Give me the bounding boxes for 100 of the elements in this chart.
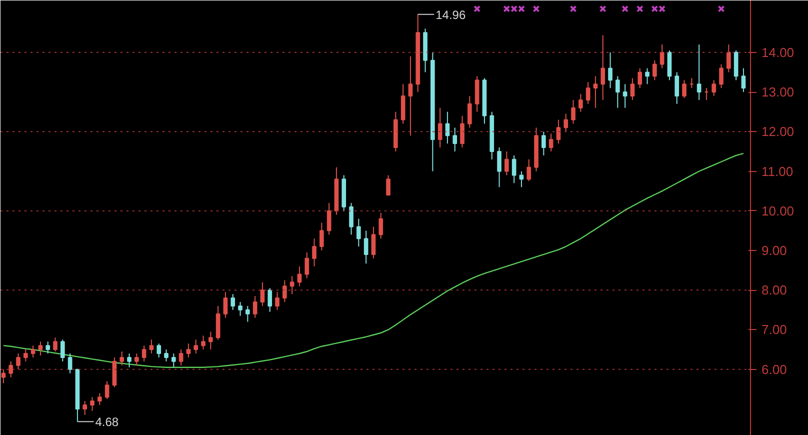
- candlestick: [474, 76, 480, 112]
- line-series: [2, 152, 744, 368]
- candlestick: [542, 131, 546, 156]
- candlestick: [208, 331, 213, 350]
- candlestick: [564, 113, 568, 132]
- candlestick: [608, 52, 612, 89]
- candlestick: [512, 154, 516, 184]
- candlestick: [408, 56, 413, 136]
- y-tick-label: 14.00: [762, 44, 794, 60]
- candlestick: [282, 280, 287, 302]
- candlestick: [268, 288, 272, 312]
- candlestick: [600, 34, 606, 100]
- candlestick: [164, 349, 168, 362]
- candlestick: [46, 341, 50, 354]
- candlestick: [638, 68, 642, 89]
- y-tick-label: 9.00: [762, 242, 787, 258]
- candlestick: [297, 266, 302, 287]
- candlestick: [660, 44, 664, 69]
- candlestick: [1, 368, 6, 384]
- y-tick-label: 7.00: [762, 322, 787, 338]
- candlestick: [120, 351, 124, 366]
- candlestick: [667, 50, 672, 81]
- candlestick: [60, 339, 65, 362]
- candlestick: [586, 82, 590, 104]
- candlestick: [371, 226, 376, 259]
- candlestick: [171, 352, 176, 368]
- candlestick: [674, 72, 680, 104]
- candlestick: [112, 356, 117, 388]
- candlestick: [630, 78, 635, 100]
- candlestick: [400, 84, 406, 124]
- candlestick: [593, 76, 598, 108]
- candlestick: [719, 64, 724, 89]
- candlestick: [497, 146, 502, 188]
- candlestick: [320, 222, 324, 251]
- candlestick: [452, 127, 458, 152]
- candlestick: [134, 352, 139, 366]
- candlestick: [142, 345, 146, 362]
- candlestick: [504, 150, 509, 176]
- y-tick-label: 12.00: [762, 124, 794, 140]
- candlestick: [556, 119, 561, 144]
- candlestick: [252, 296, 258, 318]
- candlestick: [238, 301, 242, 316]
- candlestick: [349, 202, 354, 236]
- candlestick: [445, 111, 450, 144]
- candlestick: [82, 400, 88, 416]
- candlestick: [548, 133, 554, 152]
- candlestick: [23, 349, 28, 362]
- candlestick: [53, 337, 58, 352]
- candlestick: [16, 352, 20, 370]
- candlestick: [734, 50, 738, 81]
- candlestick: [246, 305, 250, 322]
- candlestick: [312, 238, 316, 267]
- candlestick: [468, 95, 472, 128]
- y-tick-label: 6.00: [762, 362, 787, 377]
- candlestick: [726, 44, 731, 73]
- annotation: 4.68: [95, 415, 119, 430]
- candlestick: [460, 115, 464, 148]
- candlestick: [386, 174, 390, 196]
- candlestick: [230, 294, 236, 310]
- candlestick: [104, 380, 110, 400]
- candlestick: [652, 60, 657, 81]
- candlestick: [97, 392, 102, 406]
- candlestick: [90, 396, 94, 412]
- candlestick: [616, 76, 620, 108]
- y-tick-label: 11.00: [762, 164, 794, 179]
- candlestick: [127, 352, 132, 368]
- candlestick: [645, 68, 650, 85]
- candlestick: [68, 352, 72, 374]
- candlestick: [356, 218, 361, 248]
- y-tick-label: 8.00: [762, 282, 787, 298]
- candlestick: [364, 230, 368, 264]
- candlestick: [186, 343, 191, 358]
- candlestick: [571, 99, 576, 124]
- candlestick: [326, 202, 332, 236]
- candlestick: [741, 68, 746, 93]
- candlestick: [682, 80, 686, 98]
- candlestick: [223, 292, 228, 318]
- y-tick-label: 13.00: [762, 84, 794, 100]
- candlestick: [260, 282, 265, 306]
- candlestick: [622, 84, 628, 108]
- candlestick: [378, 212, 384, 240]
- candlestick: [578, 93, 583, 112]
- candlestick: [8, 360, 14, 378]
- candlestick: [519, 170, 524, 188]
- candlestick: [696, 44, 702, 100]
- candlestick: [194, 339, 198, 354]
- candlestick: [290, 276, 294, 295]
- candlestick: [30, 345, 36, 358]
- candlestick: [526, 158, 532, 182]
- candlestick: [304, 252, 310, 279]
- candlestick: [712, 80, 716, 96]
- candlestick: [178, 349, 184, 366]
- candlestick: [149, 339, 154, 354]
- annotation: 14.96: [436, 8, 466, 22]
- candlestick: [216, 305, 220, 340]
- candlestick: [38, 341, 43, 356]
- candlestick: [438, 107, 442, 148]
- candlestick: [156, 343, 162, 358]
- y-tick-label: 10.00: [762, 203, 794, 218]
- candlestick: [275, 292, 280, 310]
